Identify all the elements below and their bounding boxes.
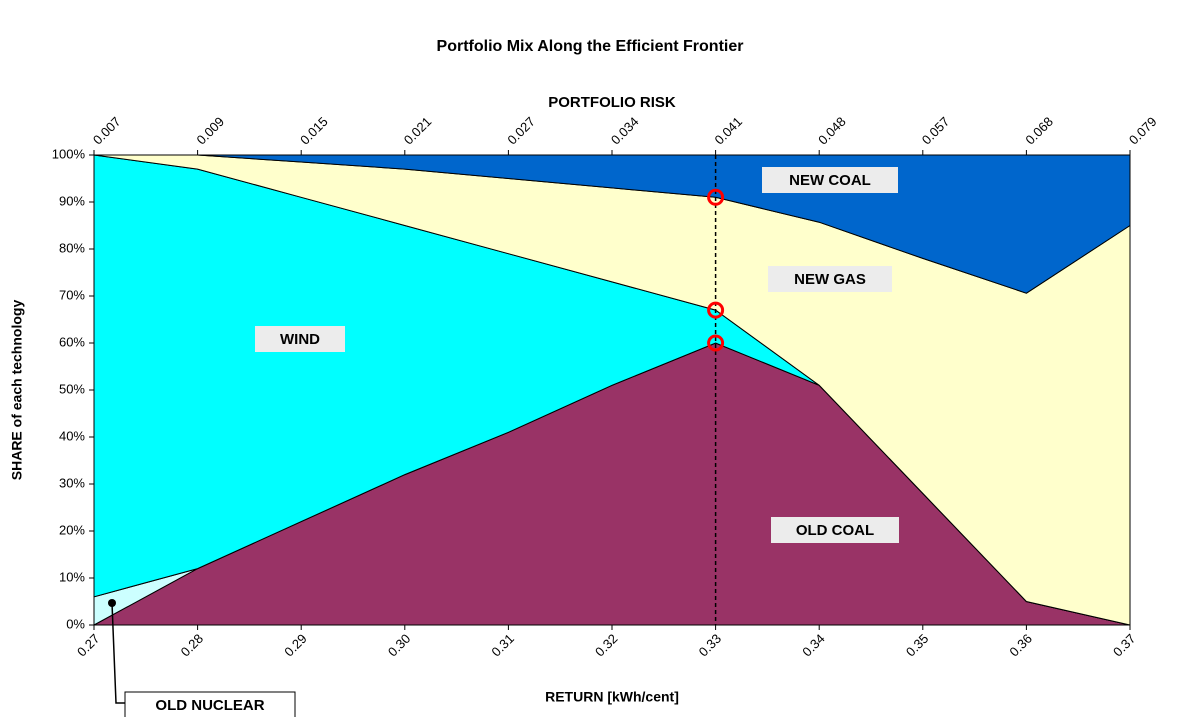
top-tick-label: 0.009 [194, 114, 228, 148]
x-axis-label: RETURN [kWh/cent] [545, 689, 679, 705]
leader-line [111, 602, 125, 704]
chart-title: Portfolio Mix Along the Efficient Fronti… [437, 38, 744, 55]
top-tick-label: 0.007 [90, 114, 124, 148]
series-label: WIND [280, 331, 320, 348]
y-tick-label: 80% [59, 240, 85, 255]
label-box [771, 517, 899, 543]
highlight-point [707, 188, 725, 206]
y-tick-label: 40% [59, 428, 85, 443]
x-tick-label: 0.32 [592, 631, 621, 660]
y-tick-label: 20% [59, 522, 85, 537]
top-tick-label: 0.041 [712, 114, 746, 148]
label-box [255, 326, 345, 352]
series-label: NEW COAL [789, 172, 871, 189]
top-tick-label: 0.021 [401, 114, 435, 148]
x-tick-label: 0.29 [281, 631, 310, 660]
top-tick-label: 0.034 [608, 114, 642, 148]
x-tick-label: 0.33 [696, 631, 725, 660]
x-tick-label: 0.34 [799, 631, 828, 660]
label-box [124, 691, 296, 717]
y-tick-label: 60% [59, 334, 85, 349]
y-tick-label: 0% [66, 616, 85, 631]
series-label: OLD COAL [796, 522, 874, 539]
x-tick-label: 0.35 [903, 631, 932, 660]
x-tick-label: 0.36 [1006, 631, 1035, 660]
y-tick-label: 30% [59, 475, 85, 490]
series-label: NEW GAS [794, 271, 866, 288]
x-tick-label: 0.27 [74, 631, 103, 660]
y-tick-label: 90% [59, 193, 85, 208]
x-tick-label: 0.37 [1110, 631, 1139, 660]
y-tick-label: 10% [59, 569, 85, 584]
top-tick-label: 0.015 [297, 114, 331, 148]
x-tick-label: 0.28 [178, 631, 207, 660]
top-tick-label: 0.079 [1126, 114, 1160, 148]
top-axis-title: PORTFOLIO RISK [548, 94, 676, 111]
top-tick-label: 0.057 [919, 114, 953, 148]
highlight-point [707, 301, 725, 319]
x-tick-label: 0.31 [488, 631, 517, 660]
top-tick-label: 0.027 [504, 114, 538, 148]
x-tick-label: 0.30 [385, 631, 414, 660]
label-box [762, 167, 898, 193]
y-axis-label: SHARE of each technology [9, 300, 25, 481]
series-label: OLD NUCLEAR [155, 697, 264, 714]
y-tick-label: 100% [52, 146, 86, 161]
y-tick-label: 50% [59, 381, 85, 396]
highlight-point [707, 334, 725, 352]
top-tick-label: 0.048 [815, 114, 849, 148]
top-tick-label: 0.068 [1022, 114, 1056, 148]
label-box [768, 266, 892, 292]
y-tick-label: 70% [59, 287, 85, 302]
